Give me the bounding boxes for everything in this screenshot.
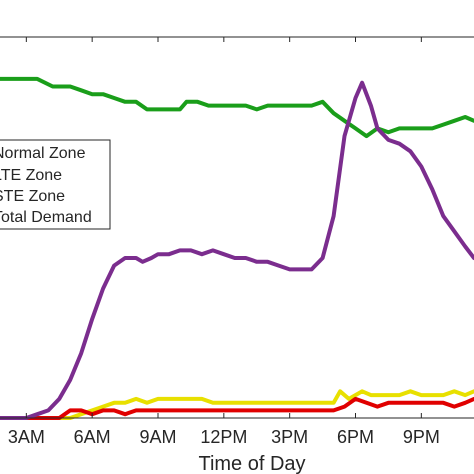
legend-box	[0, 139, 111, 230]
x-tick-label: 3PM	[271, 427, 308, 447]
x-axis-label: Time of Day	[198, 453, 305, 474]
x-tick-label: 12PM	[200, 427, 247, 447]
series-line-total-demand	[0, 80, 474, 420]
legend-entry-normal-zone: Normal Zone	[0, 145, 86, 162]
x-tick-label: 9AM	[139, 427, 176, 447]
series-line-ste-zone	[0, 396, 474, 420]
legend-entry-ste-zone: STE Zone	[0, 188, 65, 205]
axes	[0, 36, 474, 419]
x-tick-label: 6PM	[337, 427, 374, 447]
legend: Normal Zone LTE Zone STE Zone Total Dema…	[0, 139, 111, 230]
series-line-normal-zone	[0, 76, 474, 139]
series-line-lte-zone	[0, 389, 474, 420]
x-ticks: 3AM 6AM 9AM 12PM 3PM 6PM 9PM	[8, 37, 440, 447]
legend-entry-total-demand: Total Demand	[0, 209, 92, 226]
legend-entry-lte-zone: LTE Zone	[0, 167, 62, 184]
x-tick-label: 9PM	[403, 427, 440, 447]
series-layer	[0, 76, 474, 420]
x-tick-label: 6AM	[74, 427, 111, 447]
x-tick-label: 3AM	[8, 427, 45, 447]
